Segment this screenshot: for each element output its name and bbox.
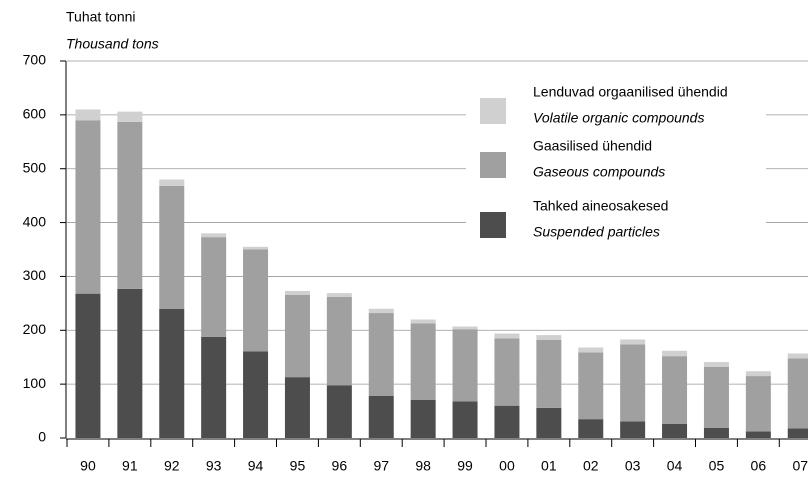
bar-segment [578,347,604,353]
y-tick-label: 700 [23,52,47,68]
x-tick-label: 02 [583,458,599,474]
bar-segment [662,356,688,424]
bar-segment [326,293,352,297]
y-tick-label: 400 [23,213,47,229]
legend: Tahked aineosakesed Suspended particles Ga… [466,84,766,262]
bar-segment [284,377,310,438]
bar-segment [536,339,562,408]
bar-segment [243,249,269,352]
y-tick-label: 500 [23,159,47,175]
bar-segment [703,366,729,428]
bar-segment [368,395,394,438]
legend-swatch [480,98,506,124]
x-tick-label: 92 [164,458,180,474]
bar-segment [787,428,808,438]
bar-segment [620,344,646,422]
bar-segment [75,109,101,121]
bar-segment [159,185,185,309]
bar-segment [745,431,771,438]
bar-segment [787,358,808,429]
grid [67,60,808,385]
bar-segment [117,121,143,289]
bar-segment [201,233,227,238]
legend-label: Lenduvad orgaanilised ühendid [533,84,728,100]
x-tick-label: 06 [751,458,767,474]
bar-segment [284,294,310,378]
bar-segment [787,353,808,359]
bar-segment [745,376,771,432]
legend-label: Gaasilised ühendid [533,138,652,154]
bar-segment [201,336,227,438]
x-tick-label: 05 [709,458,725,474]
bar-segment [368,313,394,396]
bar-segment [662,350,688,357]
y-tick-label: 100 [23,375,47,391]
y-tick-label: 300 [23,267,47,283]
bar-segment [117,288,143,438]
bar-segment [578,352,604,420]
y-axis-title-en: Thousand tons [66,36,159,52]
x-tick-label: 04 [667,458,683,474]
x-tick-label: 98 [415,458,431,474]
bar-segment [410,399,436,438]
x-tick-label: 07 [792,458,808,474]
x-tick-label: 01 [541,458,557,474]
legend-label-en: Volatile organic compounds [533,110,704,126]
bar-segment [410,323,436,400]
bar-segment [536,407,562,438]
legend-label-en: Suspended particles [533,224,660,240]
x-tick-label: 95 [290,458,306,474]
y-tick-label: 200 [23,321,47,337]
x-tick-label: 91 [122,458,138,474]
y-axis-title: Tuhat tonni [66,9,136,25]
x-tick-label: 96 [332,458,348,474]
legend-box [466,86,766,262]
bar-segment [703,362,729,367]
y-tick-label: 0 [38,429,46,445]
bar-segment [284,290,310,295]
x-tick-label: 94 [248,458,264,474]
x-tick-label: 97 [373,458,389,474]
bar-segment [452,329,478,402]
bar-segment [662,423,688,438]
x-tick-label: 93 [206,458,222,474]
bar-segment [745,371,771,377]
bar-segment [494,338,520,406]
x-tick-label: 90 [80,458,96,474]
bar-segment [243,246,269,250]
bar-segment [159,308,185,438]
bar-segment [159,179,185,186]
bar-segment [578,419,604,438]
bar-segment [326,385,352,438]
bar-segment [201,237,227,337]
legend-swatch [480,212,506,238]
x-tick-label: 00 [499,458,515,474]
bar-segment [452,401,478,438]
legend-label-en: Gaseous compounds [533,164,665,180]
bar-segment [494,333,520,339]
legend-swatch [480,152,506,178]
x-tick-label: 03 [625,458,641,474]
bar-segment [536,335,562,340]
bar-segment [703,427,729,438]
bar-segment [75,293,101,438]
bar-segment [117,111,143,122]
x-tick-label: 99 [457,458,473,474]
bar-segment [494,405,520,438]
bar-segment [620,421,646,438]
y-tick-label: 600 [23,106,47,122]
legend-label: Tahked aineosakesed [533,198,668,214]
bar-segment [620,339,646,345]
bar-segment [410,319,436,324]
bar-segment [452,326,478,330]
bar-segment [326,296,352,386]
bar-segment [243,351,269,438]
bar-segment [368,308,394,314]
bar-segment [75,120,101,294]
